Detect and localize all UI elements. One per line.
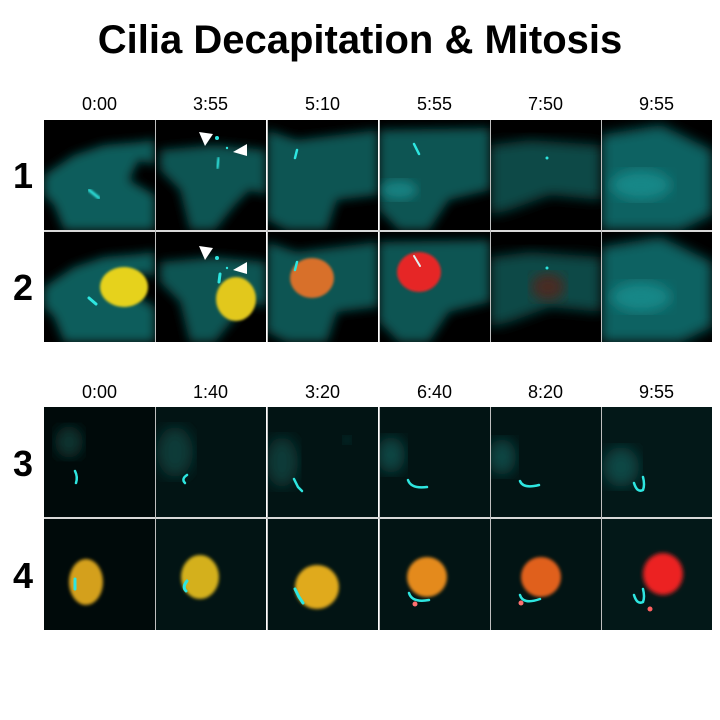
micrograph-r1-c3 bbox=[267, 120, 378, 230]
column-divider bbox=[601, 407, 602, 630]
arrowhead-icon bbox=[233, 144, 247, 156]
column-divider bbox=[155, 120, 156, 342]
micrograph-r2-c5 bbox=[490, 232, 601, 342]
time-label-b-1: 1:40 bbox=[192, 382, 229, 402]
micrograph-r4-c5 bbox=[490, 519, 601, 630]
column-divider bbox=[601, 120, 602, 342]
arrowhead-icon bbox=[233, 262, 247, 274]
column-divider bbox=[379, 120, 380, 342]
column-divider bbox=[267, 407, 268, 630]
time-label-b-4: 8:20 bbox=[527, 382, 564, 402]
micrograph-r1-c6 bbox=[601, 120, 712, 230]
micrograph-r4-c4 bbox=[379, 519, 490, 630]
micrograph-r1-c2 bbox=[155, 120, 266, 230]
micrograph-r3-c4 bbox=[379, 407, 490, 517]
time-label-b-3: 6:40 bbox=[416, 382, 453, 402]
micrograph-r1-c1 bbox=[44, 120, 155, 230]
micrograph-r2-c3 bbox=[267, 232, 378, 342]
micrograph-r4-c2 bbox=[155, 519, 266, 630]
row-label-1: 1 bbox=[12, 155, 34, 196]
time-label-a-4: 7:50 bbox=[527, 94, 564, 114]
column-divider bbox=[490, 407, 491, 630]
time-label-a-2: 5:10 bbox=[304, 94, 341, 114]
time-label-a-5: 9:55 bbox=[638, 94, 675, 114]
micrograph-r3-c5 bbox=[490, 407, 601, 517]
micrograph-r4-c1 bbox=[44, 519, 155, 630]
micrograph-r3-c1 bbox=[44, 407, 155, 517]
micrograph-r3-c2 bbox=[155, 407, 266, 517]
time-label-a-3: 5:55 bbox=[416, 94, 453, 114]
micrograph-r2-c1 bbox=[44, 232, 155, 342]
row-label-2: 2 bbox=[12, 267, 34, 308]
column-divider bbox=[155, 407, 156, 630]
micrograph-r3-c3 bbox=[267, 407, 378, 517]
time-label-a-1: 3:55 bbox=[192, 94, 229, 114]
row-label-4: 4 bbox=[12, 555, 34, 596]
arrowhead-icon bbox=[199, 246, 213, 260]
micrograph-r3-c6 bbox=[601, 407, 712, 517]
time-label-b-0: 0:00 bbox=[81, 382, 118, 402]
row-divider bbox=[44, 230, 712, 232]
micrograph-r2-c6 bbox=[601, 232, 712, 342]
time-label-b-2: 3:20 bbox=[304, 382, 341, 402]
micrograph-r4-c3 bbox=[267, 519, 378, 630]
column-divider bbox=[379, 407, 380, 630]
figure-title: Cilia Decapitation & Mitosis bbox=[97, 18, 623, 62]
micrograph-r2-c2 bbox=[155, 232, 266, 342]
arrowhead-icon bbox=[199, 132, 213, 146]
row-divider bbox=[44, 517, 712, 519]
time-label-b-5: 9:55 bbox=[638, 382, 675, 402]
micrograph-r4-c6 bbox=[601, 519, 712, 630]
row-label-3: 3 bbox=[12, 443, 34, 484]
column-divider bbox=[267, 120, 268, 342]
column-divider bbox=[490, 120, 491, 342]
time-label-a-0: 0:00 bbox=[81, 94, 118, 114]
micrograph-r1-c5 bbox=[490, 120, 601, 230]
micrograph-r1-c4 bbox=[379, 120, 490, 230]
micrograph-r2-c4 bbox=[379, 232, 490, 342]
